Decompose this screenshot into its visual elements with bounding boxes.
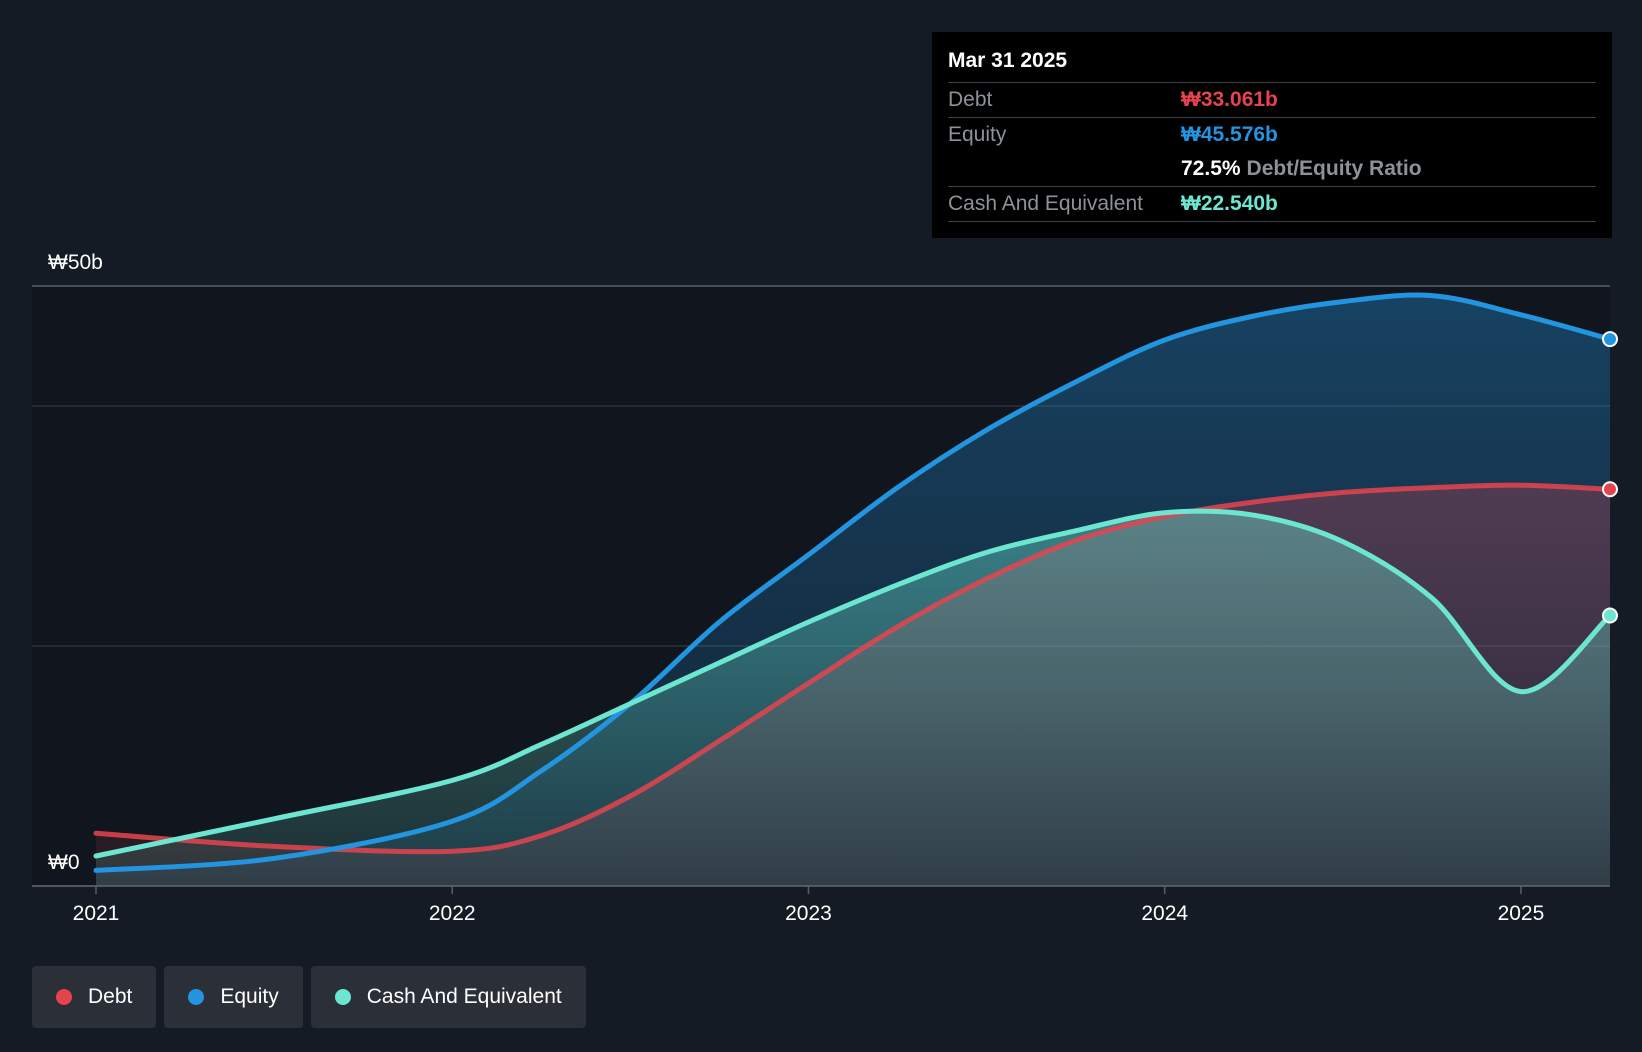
cash-line: [93, 508, 1613, 859]
tooltip-cash-value: ₩22.540b: [1181, 192, 1278, 215]
x-tick-label: 2023: [785, 902, 832, 925]
legend-item-equity[interactable]: Equity: [164, 966, 303, 1028]
cash-end-point[interactable]: [1602, 607, 1618, 624]
x-tick-label: 2024: [1141, 902, 1188, 925]
legend-cash-label: Cash And Equivalent: [366, 985, 562, 1008]
debt-dot-icon: [56, 989, 72, 1005]
y-label-zero: ₩0: [48, 851, 80, 874]
legend-equity-label: Equity: [220, 985, 279, 1008]
y-label-max: ₩50b: [48, 251, 103, 274]
series-areas: [96, 295, 1610, 886]
tooltip-equity-label: Equity: [948, 123, 1007, 146]
tooltip-debt-value: ₩33.061b: [1181, 88, 1278, 111]
equity-end-point[interactable]: [1602, 331, 1618, 348]
series-lines: [93, 292, 1613, 873]
end-markers: [1602, 331, 1618, 624]
tooltip-equity-value: ₩45.576b: [1181, 123, 1278, 146]
cash-area: [96, 511, 1610, 886]
x-tick-label: 2022: [429, 902, 476, 925]
equity-line: [93, 292, 1613, 873]
tooltip-cash-row: Cash And Equivalent ₩22.540b: [948, 187, 1596, 222]
tooltip-equity-row: Equity ₩45.576b: [948, 118, 1596, 152]
debt-line: [93, 482, 1613, 855]
equity-dot-icon: [188, 989, 205, 1005]
tooltip-date: Mar 31 2025: [948, 46, 1596, 83]
legend: Debt Equity Cash And Equivalent: [32, 966, 586, 1028]
x-tick-label: 2021: [73, 902, 120, 925]
tooltip: Mar 31 2025 Debt ₩33.061b Equity ₩45.576…: [932, 32, 1612, 238]
cash-dot-icon: [334, 989, 351, 1005]
legend-item-cash[interactable]: Cash And Equivalent: [310, 966, 586, 1028]
tooltip-ratio-value: 72.5%: [1181, 157, 1241, 180]
tooltip-ratio-label: Debt/Equity Ratio: [1246, 157, 1422, 180]
legend-debt-label: Debt: [88, 985, 133, 1008]
tooltip-debt-row: Debt ₩33.061b: [948, 83, 1596, 118]
axes: 2021 2022 2023 2024 2025 ₩50b ₩0: [32, 251, 1610, 925]
debt-end-point[interactable]: [1602, 481, 1618, 498]
tooltip-ratio-row: 72.5% Debt/Equity Ratio: [948, 152, 1596, 187]
tooltip-debt-label: Debt: [948, 88, 993, 111]
legend-item-debt[interactable]: Debt: [32, 966, 157, 1028]
x-tick-label: 2025: [1498, 902, 1545, 925]
tooltip-cash-label: Cash And Equivalent: [948, 192, 1143, 215]
